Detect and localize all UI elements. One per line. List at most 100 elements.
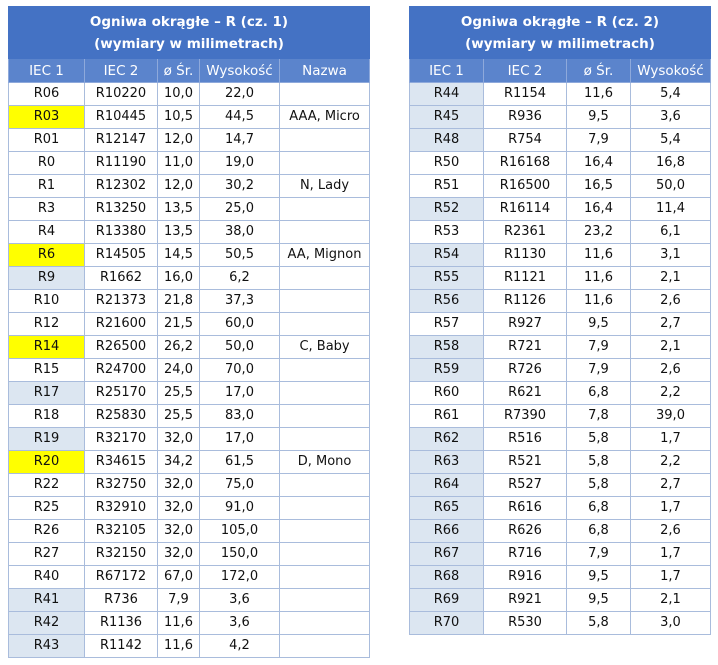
cell: R32750 <box>84 473 158 497</box>
cell <box>278 404 371 428</box>
cell: 6,1 <box>630 220 711 244</box>
cell: R921 <box>483 588 567 612</box>
cell: R9 <box>8 266 85 290</box>
cell: 5,8 <box>566 427 631 451</box>
table-title: Ogniwa okrągłe – R (cz. 1) (wymiary w mil… <box>7 6 371 59</box>
cell: 32,0 <box>157 496 200 520</box>
cell: 11,6 <box>157 611 200 635</box>
cell <box>278 473 371 497</box>
cell: 12,0 <box>157 128 200 152</box>
cell: R16500 <box>483 174 567 198</box>
row: R50 R16168 16,4 16,8 <box>409 151 711 175</box>
cell: 12,0 <box>157 174 200 198</box>
title-line: (wymiary w milimetrach) <box>465 35 655 52</box>
cell: R621 <box>483 381 567 405</box>
cell: R21373 <box>84 289 158 313</box>
cell: R927 <box>483 312 567 336</box>
cell: N, Lady <box>278 174 371 198</box>
row: R69 R921 9,5 2,1 <box>409 588 711 612</box>
cell: 2,7 <box>630 312 711 336</box>
row: R20 R34615 34,2 61,5 D, Mono <box>8 450 371 474</box>
cell: 7,9 <box>566 335 631 359</box>
row: R52 R16114 16,4 11,4 <box>409 197 711 221</box>
cell: 23,2 <box>566 220 631 244</box>
cell: R67172 <box>84 565 158 589</box>
table: Ogniwa okrągłe – R (cz. 2) (wymiary w mil… <box>409 6 711 635</box>
row: R44 R1154 11,6 5,4 <box>409 82 711 106</box>
cell: 2,7 <box>630 473 711 497</box>
column-header: IEC 1 <box>409 58 484 83</box>
cell: R45 <box>409 105 484 129</box>
cell: R11190 <box>84 151 158 175</box>
cell: R12147 <box>84 128 158 152</box>
cell: R12 <box>8 312 85 336</box>
cell: 7,9 <box>566 128 631 152</box>
cell: 30,2 <box>199 174 280 198</box>
cell: R26 <box>8 519 85 543</box>
cell: 32,0 <box>157 473 200 497</box>
cell: R03 <box>8 105 85 129</box>
cell: R52 <box>409 197 484 221</box>
cell: 83,0 <box>199 404 280 428</box>
row: R9 R1662 16,0 6,2 <box>8 266 371 290</box>
cell: 37,3 <box>199 289 280 313</box>
cell: 3,6 <box>630 105 711 129</box>
row: R12 R21600 21,5 60,0 <box>8 312 371 336</box>
cell <box>278 266 371 290</box>
cell: 24,0 <box>157 358 200 382</box>
row: R51 R16500 16,5 50,0 <box>409 174 711 198</box>
row: R42 R1136 11,6 3,6 <box>8 611 371 635</box>
cell: R12302 <box>84 174 158 198</box>
cell: R936 <box>483 105 567 129</box>
cell: 7,9 <box>566 542 631 566</box>
cell <box>278 381 371 405</box>
cell: 2,6 <box>630 519 711 543</box>
cell: R18 <box>8 404 85 428</box>
cell: R3 <box>8 197 85 221</box>
cell: R24700 <box>84 358 158 382</box>
row: R53 R2361 23,2 6,1 <box>409 220 711 244</box>
cell: 9,5 <box>566 565 631 589</box>
row: R62 R516 5,8 1,7 <box>409 427 711 451</box>
cell: 9,5 <box>566 588 631 612</box>
row: R55 R1121 11,6 2,1 <box>409 266 711 290</box>
cell <box>278 565 371 589</box>
cell: R56 <box>409 289 484 313</box>
cell <box>278 427 371 451</box>
cell: R20 <box>8 450 85 474</box>
cell: 5,8 <box>566 611 631 635</box>
cell: 32,0 <box>157 519 200 543</box>
cell: R60 <box>409 381 484 405</box>
cell: 32,0 <box>157 542 200 566</box>
row: R26 R32105 32,0 105,0 <box>8 519 371 543</box>
cell: R527 <box>483 473 567 497</box>
cell: R25830 <box>84 404 158 428</box>
cell: 39,0 <box>630 404 711 428</box>
cell: 3,1 <box>630 243 711 267</box>
cell <box>278 128 371 152</box>
cell: R754 <box>483 128 567 152</box>
cell: 67,0 <box>157 565 200 589</box>
cell: R61 <box>409 404 484 428</box>
cell <box>278 220 371 244</box>
cell: 11,6 <box>566 82 631 106</box>
cell: 26,2 <box>157 335 200 359</box>
cell <box>278 634 371 658</box>
cell: R6 <box>8 243 85 267</box>
row: R61 R7390 7,8 39,0 <box>409 404 711 428</box>
cell: 11,6 <box>566 266 631 290</box>
cell: R34615 <box>84 450 158 474</box>
cell <box>278 542 371 566</box>
row: R15 R24700 24,0 70,0 <box>8 358 371 382</box>
cell: R17 <box>8 381 85 405</box>
cell: R59 <box>409 358 484 382</box>
column-header: ø Śr. <box>566 58 631 83</box>
cell <box>278 289 371 313</box>
cell: 7,9 <box>566 358 631 382</box>
cell: 1,7 <box>630 542 711 566</box>
cell <box>278 519 371 543</box>
row: R03 R10445 10,5 44,5 AAA, Micro <box>8 105 371 129</box>
column-header: Nazwa <box>278 58 371 83</box>
row: R4 R13380 13,5 38,0 <box>8 220 371 244</box>
cell: 38,0 <box>199 220 280 244</box>
